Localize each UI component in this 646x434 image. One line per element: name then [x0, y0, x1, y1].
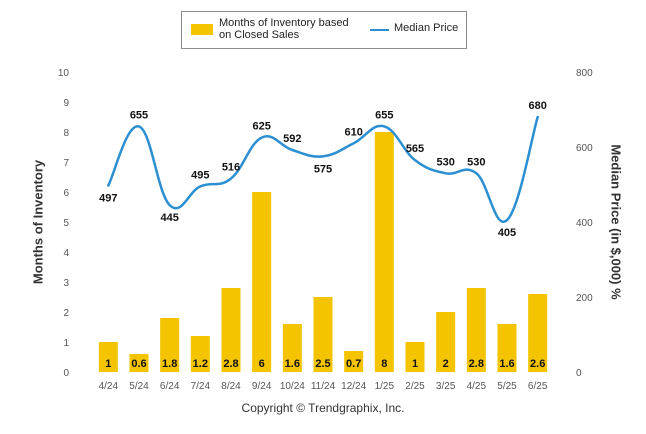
y-tick-label: 1	[63, 338, 69, 349]
x-tick-label: 12/24	[341, 381, 366, 392]
bar	[221, 288, 241, 372]
x-tick-label: 7/24	[191, 381, 211, 392]
x-tick-label: 3/25	[436, 381, 456, 392]
median-price-line	[107, 115, 539, 224]
legend: Months of Inventory based on Closed Sale…	[181, 11, 467, 49]
bar-label: 2.5	[315, 358, 330, 370]
y-tick-label: 6	[63, 188, 69, 199]
bar	[344, 351, 364, 372]
bar	[190, 336, 210, 372]
line-label: 575	[314, 163, 332, 175]
line-label: 495	[191, 169, 209, 181]
y-tick-label: 2	[63, 308, 69, 319]
y2-tick-label: 800	[576, 68, 593, 79]
bar	[98, 342, 118, 372]
bar-label: 1.6	[499, 358, 514, 370]
legend-label-bar: Months of Inventory based on Closed Sale…	[219, 17, 369, 41]
line-label: 655	[130, 109, 148, 121]
line-value-labels: 497 655 445 495 516 625 592 575 610 655 565 530 530 4…	[99, 100, 547, 239]
legend-swatch-line	[370, 29, 389, 31]
x-tick-label: 6/25	[528, 381, 548, 392]
bar	[282, 324, 302, 372]
legend-swatch-bar	[191, 24, 213, 35]
line-label: 516	[222, 162, 240, 174]
line-label: 680	[528, 100, 546, 112]
line-label: 655	[375, 109, 393, 121]
x-tick-label: 9/24	[252, 381, 272, 392]
line-label: 565	[406, 143, 424, 155]
left-axis-ticks: 0 1 2 3 4 5 6 7 8 9 10	[58, 68, 70, 379]
line-label: 610	[344, 126, 362, 138]
x-tick-label: 5/24	[129, 381, 149, 392]
bar	[405, 342, 425, 372]
y-tick-label: 10	[58, 68, 70, 79]
bar-label: 2.6	[530, 358, 545, 370]
y2-tick-label: 200	[576, 293, 593, 304]
bar-label: 8	[381, 358, 387, 370]
x-tick-label: 10/24	[280, 381, 305, 392]
y-tick-label: 0	[63, 368, 69, 379]
legend-label-bar-line1: Months of Inventory based	[219, 17, 349, 29]
line-label: 530	[467, 156, 485, 168]
bar-series	[98, 132, 548, 372]
line-label: 497	[99, 193, 117, 205]
bar-label: 2.8	[223, 358, 238, 370]
x-tick-label: 2/25	[405, 381, 425, 392]
bar	[497, 324, 517, 372]
line-label: 625	[252, 121, 270, 133]
legend-label-line: Median Price	[394, 22, 459, 34]
line-label: 405	[498, 227, 516, 239]
line-label: 445	[160, 212, 178, 224]
bar-label: 1.2	[193, 358, 208, 370]
line-series	[107, 115, 539, 224]
right-axis-ticks: 0 200 400 600 800	[576, 68, 593, 379]
bar	[466, 288, 486, 372]
y2-tick-label: 0	[576, 368, 582, 379]
y2-tick-label: 400	[576, 218, 593, 229]
bar	[129, 354, 149, 372]
bar-label: 1.6	[285, 358, 300, 370]
bar	[528, 294, 548, 372]
bar	[160, 318, 180, 372]
y-tick-label: 8	[63, 128, 69, 139]
x-tick-label: 6/24	[160, 381, 180, 392]
bar-label: 1	[412, 358, 418, 370]
x-tick-label: 1/25	[375, 381, 395, 392]
copyright-text: Copyright © Trendgraphix, Inc.	[241, 401, 405, 415]
bar-label: 1.8	[162, 358, 177, 370]
y-tick-label: 3	[63, 278, 69, 289]
bar-value-labels: 1 0.6 1.8 1.2 2.8 6 1.6 2.5 0.7 8 1 2 2.8 1.6 2.6	[105, 358, 545, 370]
bar	[374, 132, 394, 372]
y2-axis-title: Median Price (in $,000) %	[608, 144, 624, 300]
bar-label: 0.6	[131, 358, 146, 370]
x-tick-label: 8/24	[221, 381, 241, 392]
bar	[252, 192, 272, 372]
x-tick-label: 5/25	[497, 381, 517, 392]
bar-label: 1	[105, 358, 111, 370]
x-tick-label: 11/24	[311, 381, 336, 392]
line-label: 530	[436, 156, 454, 168]
x-tick-label: 4/24	[99, 381, 119, 392]
line-label: 592	[283, 133, 301, 145]
bar-label: 2.8	[469, 358, 484, 370]
x-tick-label: 4/25	[467, 381, 487, 392]
legend-label-bar-line2: on Closed Sales	[219, 29, 300, 41]
x-axis-ticks: 4/24 5/24 6/24 7/24 8/24 9/24 10/24 11/24 12/24 1…	[99, 381, 548, 392]
bar-label: 0.7	[346, 358, 361, 370]
bar	[436, 312, 456, 372]
bar-label: 6	[259, 358, 265, 370]
y-tick-label: 4	[63, 248, 69, 259]
y-tick-label: 7	[63, 158, 69, 169]
y2-tick-label: 600	[576, 143, 593, 154]
bar	[313, 297, 333, 372]
y-axis-title: Months of Inventory	[30, 159, 46, 285]
y-tick-label: 9	[63, 98, 69, 109]
y-tick-label: 5	[63, 218, 69, 229]
bar-label: 2	[443, 358, 449, 370]
